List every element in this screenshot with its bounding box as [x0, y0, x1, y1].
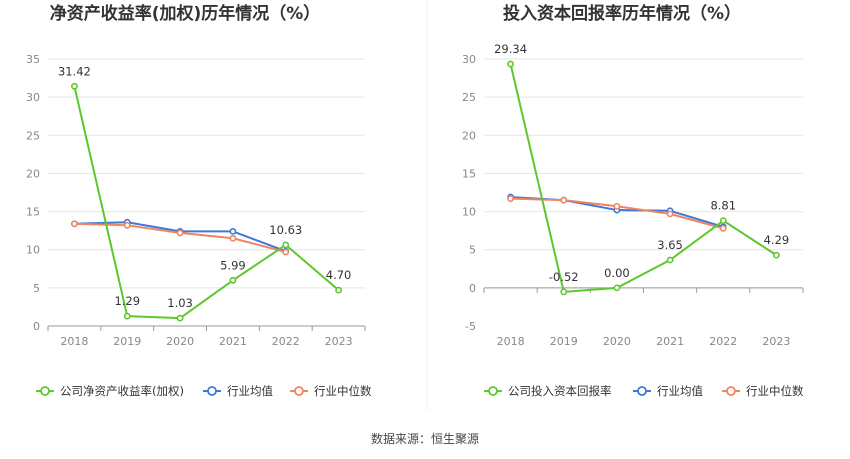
- chart-title: 净资产收益率(加权)历年情况（%）: [50, 3, 321, 24]
- x-tick-label: 2019: [550, 335, 578, 348]
- x-tick-label: 2021: [219, 335, 247, 348]
- data-point: [507, 195, 514, 203]
- data-label: 8.81: [710, 199, 736, 213]
- y-tick-label: 5: [469, 244, 476, 257]
- x-tick-label: 2018: [497, 335, 525, 348]
- legend-item-1[interactable]: 公司净资产收益率(加权): [36, 384, 184, 398]
- data-label: 10.63: [269, 223, 302, 237]
- legend-label: 行业均值: [657, 384, 703, 398]
- y-tick-label: 0: [469, 282, 476, 295]
- legend-item-3[interactable]: 行业中位数: [722, 384, 804, 398]
- y-tick-label: 25: [462, 91, 476, 104]
- legend-label: 公司投入资本回报率: [508, 384, 612, 398]
- y-tick-label: 5: [33, 282, 40, 295]
- data-label: 1.03: [167, 296, 193, 310]
- data-point: [282, 241, 290, 249]
- x-tick-label: 2019: [113, 335, 141, 348]
- data-point: [773, 251, 780, 259]
- data-point: [719, 217, 727, 225]
- legend-item-3[interactable]: 行业中位数: [290, 384, 372, 398]
- legend-item-2[interactable]: 行业均值: [633, 384, 703, 398]
- data-label: 3.65: [657, 238, 683, 252]
- legend-marker: [294, 386, 304, 396]
- data-point: [560, 196, 568, 204]
- y-tick-label: 30: [462, 53, 476, 66]
- data-point: [613, 284, 621, 292]
- x-tick-label: 2018: [60, 335, 88, 348]
- legend-item-1[interactable]: 公司投入资本回报率: [484, 384, 612, 398]
- data-point: [666, 210, 674, 218]
- x-tick-label: 2022: [709, 335, 737, 348]
- x-tick-label: 2020: [166, 335, 194, 348]
- legend-marker: [637, 386, 647, 396]
- data-point: [282, 248, 290, 256]
- data-point: [560, 288, 568, 296]
- y-tick-label: 10: [462, 206, 476, 219]
- data-label: 4.29: [764, 233, 790, 247]
- legend-marker: [207, 386, 217, 396]
- y-tick-label: -5: [465, 320, 476, 333]
- y-tick-label: 0: [33, 320, 40, 333]
- data-source-note: 数据来源：恒生聚源: [371, 431, 479, 446]
- y-tick-label: 20: [462, 129, 476, 142]
- data-label: 4.70: [326, 268, 352, 282]
- data-label: 31.42: [58, 64, 91, 78]
- legend-marker: [488, 386, 498, 396]
- data-point: [176, 229, 184, 237]
- data-point: [613, 202, 621, 210]
- legend-item-2[interactable]: 行业均值: [203, 384, 273, 398]
- data-point: [335, 286, 342, 294]
- chart-panel-1: 净资产收益率(加权)历年情况（%） 0 5 10 15 20 25 30 35 2018 2019 2…: [26, 3, 372, 398]
- data-label: 5.99: [220, 258, 246, 272]
- data-point: [719, 224, 727, 232]
- legend-label: 行业中位数: [746, 384, 804, 398]
- series-line-1: [509, 63, 777, 293]
- data-label: 29.34: [494, 42, 527, 56]
- data-label: 1.29: [114, 294, 140, 308]
- chart-panel-2: 投入资本回报率历年情况（%） -5 0 5 10 15 20 25 30 2018 2019 2020…: [462, 3, 804, 398]
- legend-label: 行业均值: [227, 384, 273, 398]
- data-point: [507, 60, 514, 68]
- y-tick-label: 35: [26, 53, 40, 66]
- chart-title: 投入资本回报率历年情况（%）: [503, 3, 741, 24]
- data-point: [229, 234, 237, 242]
- y-tick-label: 10: [26, 244, 40, 257]
- series-line-1: [73, 86, 340, 320]
- legend-label: 公司净资产收益率(加权): [60, 384, 184, 398]
- data-label: 0.00: [604, 266, 630, 280]
- x-tick-label: 2022: [272, 335, 300, 348]
- x-tick-label: 2021: [656, 335, 684, 348]
- legend-label: 行业中位数: [314, 384, 372, 398]
- y-tick-label: 15: [462, 167, 476, 180]
- data-point: [229, 228, 237, 235]
- y-tick-label: 20: [26, 167, 40, 180]
- data-point: [123, 221, 131, 229]
- y-tick-label: 25: [26, 129, 40, 142]
- y-tick-label: 15: [26, 206, 40, 219]
- x-tick-label: 2023: [762, 335, 790, 348]
- data-point: [666, 256, 674, 264]
- data-point: [71, 220, 78, 228]
- data-point: [71, 82, 78, 90]
- data-label: -0.52: [549, 270, 579, 284]
- data-point: [229, 276, 237, 284]
- x-tick-label: 2023: [325, 335, 353, 348]
- x-tick-label: 2020: [603, 335, 631, 348]
- legend-marker: [40, 386, 50, 396]
- y-tick-label: 30: [26, 91, 40, 104]
- data-point: [123, 312, 131, 320]
- legend-marker: [726, 386, 736, 396]
- data-point: [176, 314, 184, 322]
